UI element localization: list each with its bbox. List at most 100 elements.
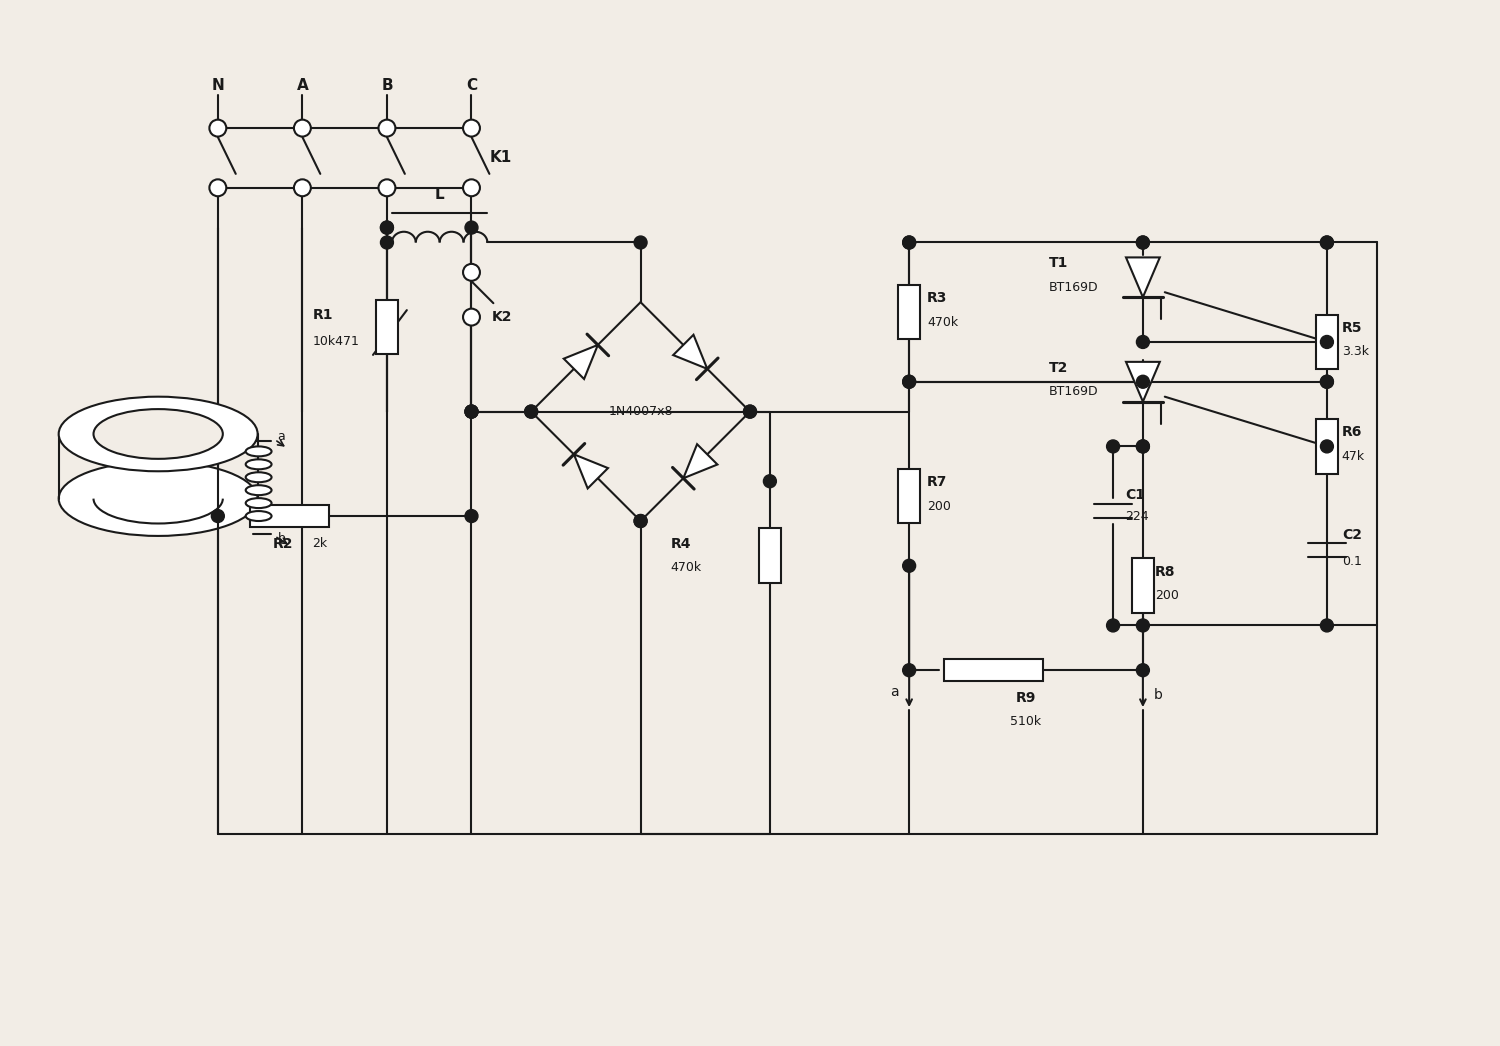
Circle shape: [464, 119, 480, 137]
Text: N: N: [211, 78, 223, 93]
Circle shape: [1137, 336, 1149, 348]
Circle shape: [210, 119, 226, 137]
Text: R1: R1: [312, 309, 333, 322]
Text: K2: K2: [492, 310, 512, 324]
Text: C1: C1: [1125, 488, 1144, 502]
Polygon shape: [1126, 257, 1160, 297]
Circle shape: [464, 179, 480, 197]
Circle shape: [1137, 440, 1149, 453]
Circle shape: [211, 509, 225, 523]
Text: R2: R2: [273, 537, 292, 551]
Circle shape: [381, 221, 393, 234]
Ellipse shape: [246, 447, 272, 456]
Text: R3: R3: [927, 291, 948, 305]
Circle shape: [634, 515, 646, 527]
Text: R4: R4: [670, 537, 692, 551]
Circle shape: [1320, 236, 1334, 249]
Polygon shape: [564, 345, 598, 379]
Text: 2k: 2k: [312, 538, 327, 550]
Text: BT169D: BT169D: [1048, 385, 1098, 399]
Text: C2: C2: [1342, 528, 1362, 542]
Circle shape: [465, 509, 478, 523]
Text: L: L: [435, 187, 444, 202]
Circle shape: [465, 221, 478, 234]
Circle shape: [1137, 664, 1149, 677]
Ellipse shape: [58, 396, 258, 472]
Text: b: b: [278, 532, 285, 545]
Circle shape: [1137, 440, 1149, 453]
Text: 470k: 470k: [927, 316, 958, 328]
Text: C: C: [466, 78, 477, 93]
Ellipse shape: [58, 461, 258, 536]
Text: R9: R9: [1016, 691, 1036, 705]
Text: R5: R5: [1342, 321, 1362, 335]
Circle shape: [903, 664, 915, 677]
Circle shape: [634, 236, 646, 249]
Circle shape: [903, 376, 915, 388]
Circle shape: [525, 405, 537, 418]
Circle shape: [294, 119, 310, 137]
Text: b: b: [1154, 688, 1162, 702]
Circle shape: [1137, 376, 1149, 388]
Text: 224: 224: [1125, 509, 1149, 523]
Ellipse shape: [246, 498, 272, 508]
Bar: [944, 659, 1044, 681]
Circle shape: [903, 236, 915, 249]
Text: 470k: 470k: [670, 562, 702, 574]
Polygon shape: [674, 335, 706, 369]
Text: 200: 200: [927, 500, 951, 513]
Circle shape: [903, 376, 915, 388]
Text: a: a: [278, 430, 285, 442]
Circle shape: [1320, 336, 1334, 348]
Bar: [249, 505, 328, 527]
Circle shape: [381, 236, 393, 249]
Text: T1: T1: [1048, 256, 1068, 270]
Circle shape: [634, 515, 646, 527]
Text: R7: R7: [927, 475, 948, 490]
Circle shape: [1137, 619, 1149, 632]
Circle shape: [378, 119, 396, 137]
Circle shape: [210, 179, 226, 197]
Bar: [898, 285, 920, 340]
Circle shape: [464, 264, 480, 280]
Circle shape: [465, 405, 478, 418]
Circle shape: [903, 560, 915, 572]
Text: BT169D: BT169D: [1048, 280, 1098, 294]
Circle shape: [1320, 236, 1334, 249]
Circle shape: [294, 179, 310, 197]
Text: T2: T2: [1048, 361, 1068, 374]
Circle shape: [1107, 440, 1119, 453]
Circle shape: [1320, 619, 1334, 632]
Circle shape: [1107, 619, 1119, 632]
Circle shape: [1320, 440, 1334, 453]
Bar: [1316, 419, 1338, 474]
Circle shape: [381, 221, 393, 234]
Circle shape: [1320, 376, 1334, 388]
Circle shape: [903, 236, 915, 249]
Text: R6: R6: [1342, 426, 1362, 439]
Circle shape: [744, 405, 756, 418]
Circle shape: [744, 405, 756, 418]
Text: a: a: [890, 685, 898, 699]
Circle shape: [525, 405, 537, 418]
Text: 200: 200: [1155, 589, 1179, 602]
Bar: [759, 528, 782, 584]
Text: 3.3k: 3.3k: [1342, 345, 1370, 359]
Circle shape: [764, 475, 777, 487]
Bar: [376, 300, 398, 355]
Bar: [1132, 559, 1154, 613]
Ellipse shape: [246, 511, 272, 521]
Ellipse shape: [246, 485, 272, 495]
Text: A: A: [297, 78, 309, 93]
Text: R8: R8: [1155, 565, 1176, 578]
Bar: [898, 469, 920, 523]
Text: 510k: 510k: [1011, 715, 1041, 728]
Bar: [1316, 315, 1338, 369]
Circle shape: [1137, 236, 1149, 249]
Text: B: B: [381, 78, 393, 93]
Text: 1N4007x8: 1N4007x8: [609, 405, 674, 418]
Text: 10k471: 10k471: [312, 336, 358, 348]
Circle shape: [1320, 376, 1334, 388]
Circle shape: [465, 405, 478, 418]
Text: K1: K1: [489, 151, 512, 165]
